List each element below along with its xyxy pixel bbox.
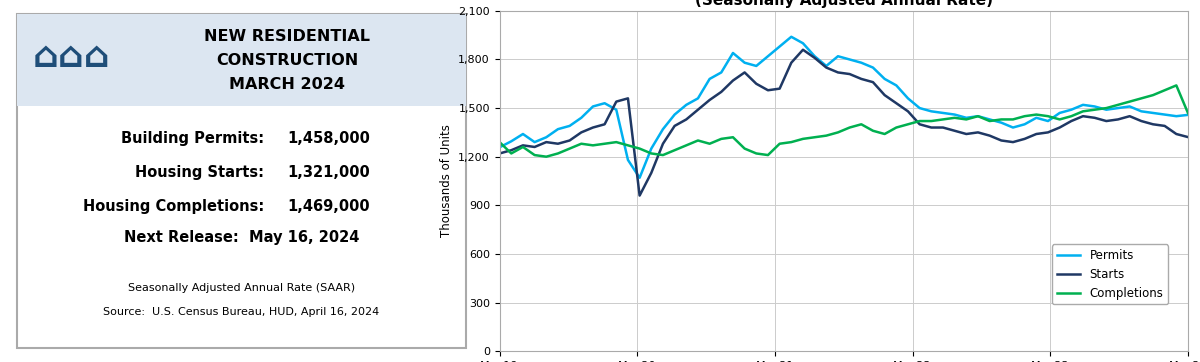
Completions <box>492 140 506 144</box>
Text: NEW RESIDENTIAL: NEW RESIDENTIAL <box>204 29 371 44</box>
Starts <box>632 193 647 198</box>
Starts <box>726 78 740 83</box>
Text: 1,321,000: 1,321,000 <box>287 165 370 180</box>
Line: Completions: Completions <box>499 85 1188 157</box>
Starts <box>948 129 962 133</box>
Completions <box>1181 111 1195 115</box>
Permits <box>679 103 694 107</box>
Permits <box>1181 113 1195 117</box>
Permits <box>492 145 506 150</box>
Permits <box>948 112 962 117</box>
Title: New Residential Construction
(Seasonally Adjusted Annual Rate): New Residential Construction (Seasonally… <box>695 0 992 8</box>
Permits <box>702 77 716 81</box>
Completions <box>679 143 694 148</box>
Starts <box>738 70 752 75</box>
Line: Permits: Permits <box>499 37 1188 178</box>
Legend: Permits, Starts, Completions: Permits, Starts, Completions <box>1052 244 1169 304</box>
Text: MARCH 2024: MARCH 2024 <box>229 76 346 92</box>
Text: Source:  U.S. Census Bureau, HUD, April 16, 2024: Source: U.S. Census Bureau, HUD, April 1… <box>103 307 379 317</box>
Completions <box>620 143 635 148</box>
Completions <box>738 146 752 151</box>
Starts <box>610 100 624 104</box>
Text: 1,458,000: 1,458,000 <box>287 131 371 146</box>
Completions <box>936 117 950 122</box>
Text: Seasonally Adjusted Annual Rate (SAAR): Seasonally Adjusted Annual Rate (SAAR) <box>128 283 355 293</box>
Starts <box>492 151 506 156</box>
Line: Starts: Starts <box>499 50 1188 195</box>
Starts <box>679 117 694 122</box>
Text: Housing Starts:: Housing Starts: <box>136 165 264 180</box>
Text: Next Release:  May 16, 2024: Next Release: May 16, 2024 <box>124 230 359 245</box>
Permits <box>610 108 624 112</box>
Permits <box>738 60 752 65</box>
Completions <box>539 155 553 159</box>
Text: 1,469,000: 1,469,000 <box>287 199 370 214</box>
FancyBboxPatch shape <box>17 14 467 348</box>
Starts <box>796 47 810 52</box>
Y-axis label: Thousands of Units: Thousands of Units <box>439 125 452 237</box>
Completions <box>1169 83 1183 88</box>
Text: ⌂⌂⌂: ⌂⌂⌂ <box>32 40 110 74</box>
Permits <box>726 51 740 55</box>
Starts <box>1181 135 1195 139</box>
Text: Building Permits:: Building Permits: <box>121 131 264 146</box>
Text: Housing Completions:: Housing Completions: <box>83 199 264 214</box>
Completions <box>726 135 740 139</box>
Permits <box>632 176 647 180</box>
Starts <box>702 98 716 102</box>
Permits <box>784 35 798 39</box>
Completions <box>702 142 716 146</box>
FancyBboxPatch shape <box>17 14 467 106</box>
Text: CONSTRUCTION: CONSTRUCTION <box>216 53 359 68</box>
